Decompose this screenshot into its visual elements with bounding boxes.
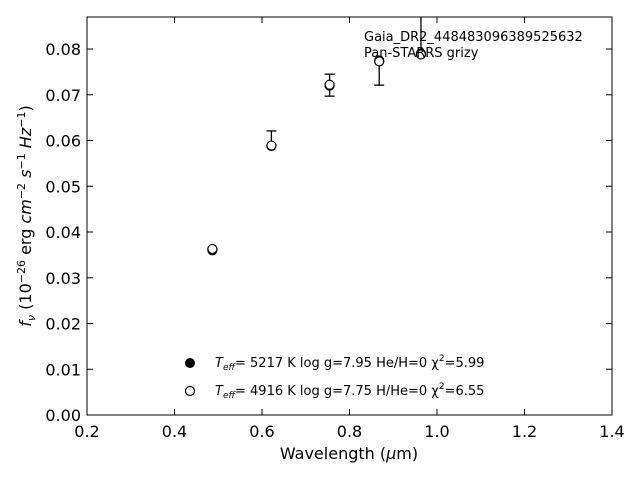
y-tick-label: 0.00 bbox=[45, 406, 81, 425]
model-point-open bbox=[374, 56, 385, 67]
legend: Teff= 5217 K log g=7.95 He/H=0 χ2=5.99 T… bbox=[184, 354, 484, 401]
model-point-open bbox=[415, 49, 427, 60]
model-point-open bbox=[266, 140, 277, 151]
legend-marker-filled bbox=[185, 358, 195, 368]
x-tick-label: 1.4 bbox=[599, 422, 624, 441]
x-tick-label: 1.2 bbox=[512, 422, 537, 441]
annotation-object-id: Gaia_DR2_448483096389525632 bbox=[364, 30, 583, 45]
x-axis-title: Wavelength (μm) bbox=[280, 444, 418, 463]
model-point-open bbox=[207, 243, 218, 255]
model-point-open bbox=[324, 79, 335, 90]
y-tick-label: 0.02 bbox=[45, 315, 81, 334]
legend-label-filled: Teff= 5217 K log g=7.95 He/H=0 χ2=5.99 bbox=[215, 354, 484, 373]
plot-area bbox=[207, 17, 427, 256]
y-tick-label: 0.05 bbox=[45, 177, 81, 196]
x-tick-label: 0.4 bbox=[162, 422, 187, 441]
y-tick-label: 0.08 bbox=[45, 40, 81, 59]
y-axis: 0.00 0.01 0.02 0.03 0.04 0.05 0.06 0.07 0.08 bbox=[45, 40, 612, 425]
x-axis: 0.2 0.4 0.6 0.8 1.0 1.2 1.4 bbox=[74, 17, 625, 441]
x-tick-label: 0.6 bbox=[249, 422, 274, 441]
y-tick-label: 0.06 bbox=[45, 132, 81, 151]
y-tick-label: 0.01 bbox=[45, 360, 81, 379]
annotation-survey: Pan-STARRS grizy bbox=[364, 46, 479, 61]
x-tick-label: 1.0 bbox=[424, 422, 449, 441]
y-axis-title: fν (10−26 erg cm−2 s−1 Hz−1) bbox=[15, 105, 38, 326]
legend-label-open: Teff= 4916 K log g=7.75 H/He=0 χ2=6.55 bbox=[215, 382, 484, 401]
y-tick-label: 0.04 bbox=[45, 223, 81, 242]
y-tick-label: 0.03 bbox=[45, 269, 81, 288]
y-tick-label: 0.07 bbox=[45, 86, 81, 105]
x-tick-label: 0.2 bbox=[74, 422, 99, 441]
x-tick-label: 0.8 bbox=[337, 422, 362, 441]
legend-marker-open bbox=[184, 385, 196, 397]
